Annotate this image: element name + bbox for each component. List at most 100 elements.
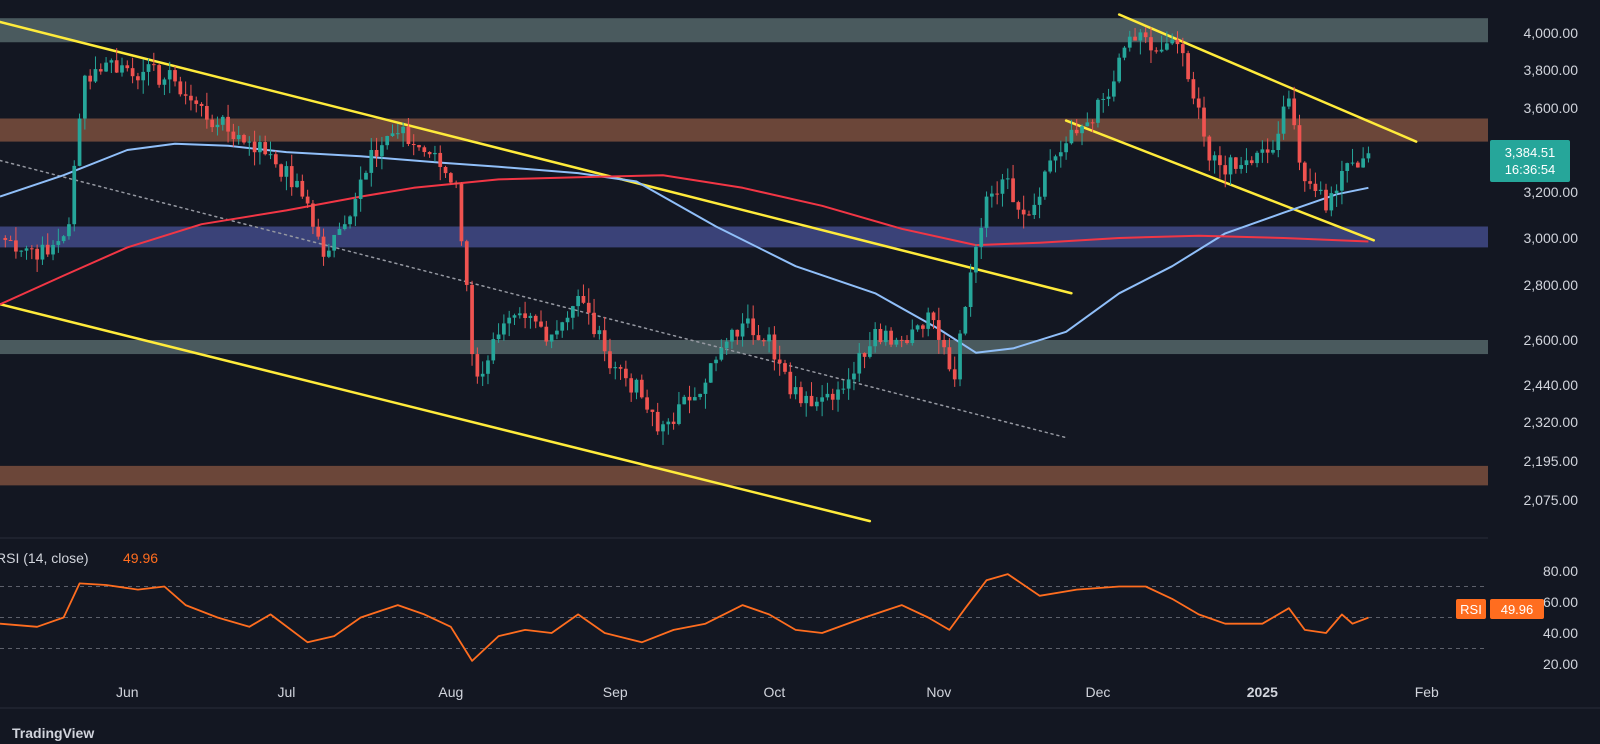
candle: [8, 235, 13, 242]
candle: [24, 245, 29, 260]
candle: [1048, 149, 1053, 174]
candle: [77, 113, 82, 167]
candle: [852, 361, 856, 391]
candle: [1202, 96, 1206, 147]
candle: [109, 58, 114, 74]
candle: [348, 215, 352, 229]
candle: [93, 56, 98, 84]
candle: [507, 310, 512, 337]
candle: [862, 352, 867, 369]
candle: [215, 116, 220, 136]
candle: [35, 244, 39, 272]
price-axis[interactable]: 4,000.00 3,800.00 3,600.00 3,200.00 3,000.00…: [1524, 25, 1579, 508]
candle: [836, 381, 840, 412]
price-tick-label: 3,800.00: [1524, 62, 1579, 78]
rsi-value-badge-bg: [1490, 599, 1544, 619]
candle: [1085, 112, 1090, 127]
candle: [130, 57, 135, 84]
candle: [337, 222, 342, 236]
candle: [645, 389, 649, 414]
candle: [284, 161, 289, 191]
resistance-zone-mid: [0, 118, 1488, 142]
candle: [677, 391, 681, 426]
candle: [1101, 92, 1106, 113]
candle: [120, 57, 124, 77]
candle: [735, 329, 740, 345]
price-tick-label: 2,075.00: [1524, 492, 1579, 508]
candle: [655, 402, 660, 435]
time-axis[interactable]: Jun Jul Aug Sep Oct Nov Dec 2025 Feb: [116, 684, 1439, 700]
candle: [894, 337, 899, 348]
candle: [963, 306, 968, 336]
candle: [825, 382, 830, 401]
time-tick-label: Aug: [438, 684, 463, 700]
candle: [72, 160, 77, 232]
price-zones: [0, 18, 1488, 486]
candle: [512, 313, 517, 326]
candle: [761, 338, 766, 347]
candle: [517, 307, 522, 319]
candle: [114, 48, 119, 73]
candle: [1233, 156, 1238, 174]
candle: [592, 298, 596, 338]
candle: [1027, 210, 1031, 216]
candle: [289, 154, 294, 196]
candle: [889, 327, 893, 348]
candle: [783, 359, 787, 375]
candle: [1292, 86, 1297, 130]
candle: [406, 117, 411, 147]
candle: [1175, 31, 1180, 54]
candle: [205, 92, 209, 129]
candle: [247, 136, 252, 156]
moving-averages: [0, 142, 1369, 354]
time-tick-label: Dec: [1085, 684, 1110, 700]
descending-lower-trendline: [0, 303, 872, 523]
candle: [820, 385, 824, 417]
candle: [639, 374, 644, 399]
current-price-badge: 3,384.51 16:36:54: [1490, 140, 1570, 182]
trendlines: [0, 13, 1418, 523]
candle: [210, 114, 215, 133]
candle: [1191, 71, 1196, 105]
candle: [868, 332, 872, 359]
candle: [1366, 146, 1371, 163]
candle: [40, 236, 45, 265]
candle: [454, 180, 459, 189]
candle: [1313, 172, 1318, 198]
candle: [326, 243, 331, 259]
candle: [19, 250, 24, 257]
candle: [740, 313, 745, 347]
channel-lower-trendline: [1064, 119, 1375, 242]
candle: [342, 215, 347, 231]
candle: [756, 324, 761, 341]
candle: [178, 76, 183, 97]
candle: [687, 385, 692, 414]
current-price-label: 3,384.51: [1505, 145, 1556, 160]
candle: [952, 356, 957, 387]
descending-upper-trendline: [0, 20, 1073, 295]
candle: [491, 332, 496, 364]
candle: [814, 397, 819, 411]
candle: [1170, 33, 1175, 46]
candle: [422, 145, 427, 157]
rsi-badge-bg: [1456, 599, 1486, 619]
candle: [1032, 193, 1037, 219]
rsi-tick-label: 20.00: [1543, 656, 1578, 672]
candle: [480, 361, 485, 386]
candle: [968, 263, 973, 317]
candle: [1053, 154, 1058, 173]
candle: [151, 52, 156, 71]
rsi-value-badge-label: 49.96: [1501, 602, 1534, 617]
candle: [411, 134, 416, 156]
price-tick-label: 2,320.00: [1524, 414, 1579, 430]
candle: [1021, 195, 1026, 229]
candle: [555, 320, 559, 340]
candle: [395, 123, 400, 139]
rsi-line: [0, 573, 1369, 662]
candle: [1350, 148, 1355, 166]
candle: [273, 150, 278, 168]
candle: [634, 378, 639, 400]
candle: [539, 310, 543, 328]
candle: [136, 72, 140, 90]
